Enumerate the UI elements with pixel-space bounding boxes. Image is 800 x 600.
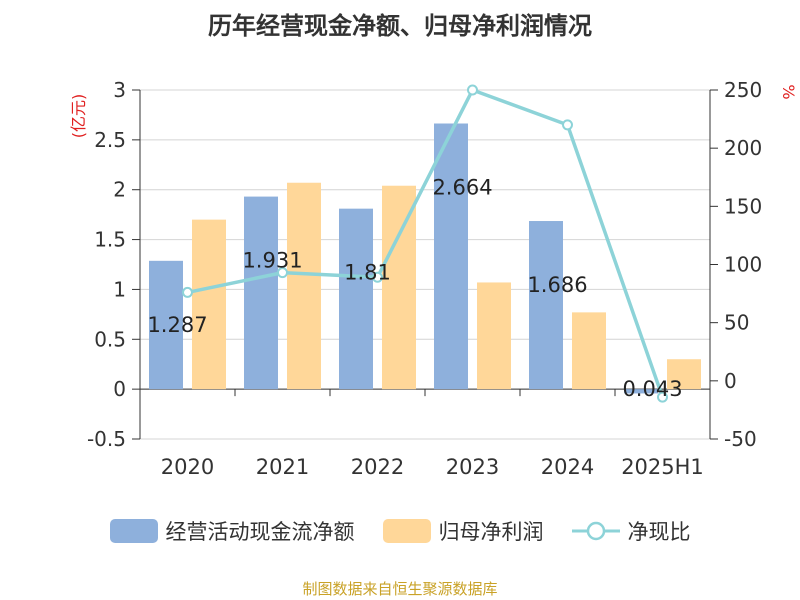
ratio-point (657, 391, 668, 403)
left-axis-tick-label: 0.5 (94, 327, 126, 351)
bar-cashflow (434, 123, 468, 390)
legend-label-net-profit: 归母净利润 (438, 520, 544, 544)
right-axis-tick-label: 250 (724, 78, 762, 102)
source-note: 制图数据来自恒生聚源数据库 (302, 580, 498, 598)
data-label-cashflow: 2.664 (432, 176, 492, 200)
ratio-point (277, 267, 288, 279)
legend-item-ratio[interactable]: 净现比 (571, 516, 691, 546)
right-axis-tick-label: -50 (724, 427, 757, 451)
left-axis-tick-label: 2.5 (94, 128, 126, 152)
ratio-line (187, 88, 665, 398)
legend-swatch-ratio (571, 521, 620, 541)
right-axis-tick-label: 100 (724, 253, 762, 277)
chart-title: 历年经营现金净额、归母净利润情况 (208, 12, 592, 40)
left-axis-tick-label: 0 (113, 377, 126, 401)
legend-item-net-profit[interactable]: 归母净利润 (382, 516, 544, 546)
left-axis-tick-label: 3 (113, 78, 126, 102)
x-axis-tick-label: 2023 (446, 455, 499, 479)
legend-item-cashflow[interactable]: 经营活动现金流净额 (109, 516, 355, 546)
bar-cashflow (149, 260, 183, 390)
legend: 经营活动现金流净额 归母净利润 净现比 (0, 516, 800, 546)
data-label-cashflow: 1.686 (527, 273, 587, 297)
ratio-point (562, 119, 573, 131)
data-label-cashflow: 1.931 (242, 249, 302, 273)
ratio-point (467, 84, 478, 96)
bar-net-profit (192, 219, 226, 390)
legend-swatch-cashflow (109, 519, 158, 543)
left-axis-unit: (亿元) (69, 94, 88, 139)
left-axis-tick-label: -0.5 (87, 427, 126, 451)
data-label-cashflow: 1.81 (344, 261, 391, 285)
right-axis-tick-label: 50 (724, 311, 749, 335)
left-axis-tick-label: 2 (113, 178, 126, 202)
left-axis-tick-label: 1 (113, 277, 126, 301)
left-axis-tick-label: 1.5 (94, 228, 126, 252)
right-axis-tick-label: 0 (724, 369, 737, 393)
bar-cashflow (339, 208, 373, 390)
right-axis-tick-label: 150 (724, 194, 762, 218)
x-axis-tick-label: 2022 (351, 455, 404, 479)
ratio-point (372, 271, 383, 283)
x-axis-tick-label: 2021 (256, 455, 309, 479)
data-label-cashflow: 1.287 (147, 313, 207, 337)
bar-net-profit (477, 282, 511, 390)
x-axis-tick-label: 2020 (161, 455, 214, 479)
bar-net-profit (572, 312, 606, 390)
bar-net-profit (667, 359, 701, 390)
data-label-cashflow: 0.043 (622, 377, 682, 401)
bar-cashflow (624, 389, 658, 394)
x-axis-tick-label: 2025H1 (621, 455, 704, 479)
ratio-point (182, 286, 193, 298)
bar-net-profit (287, 182, 321, 390)
legend-swatch-net-profit (382, 519, 431, 543)
right-axis-tick-label: 200 (724, 136, 762, 160)
bar-cashflow (529, 221, 563, 390)
x-axis-tick-label: 2024 (541, 455, 594, 479)
legend-label-ratio: 净现比 (627, 520, 691, 544)
bar-net-profit (382, 185, 416, 390)
legend-label-cashflow: 经营活动现金流净额 (165, 520, 355, 544)
right-axis-unit: % (779, 84, 798, 99)
bar-cashflow (244, 196, 278, 390)
